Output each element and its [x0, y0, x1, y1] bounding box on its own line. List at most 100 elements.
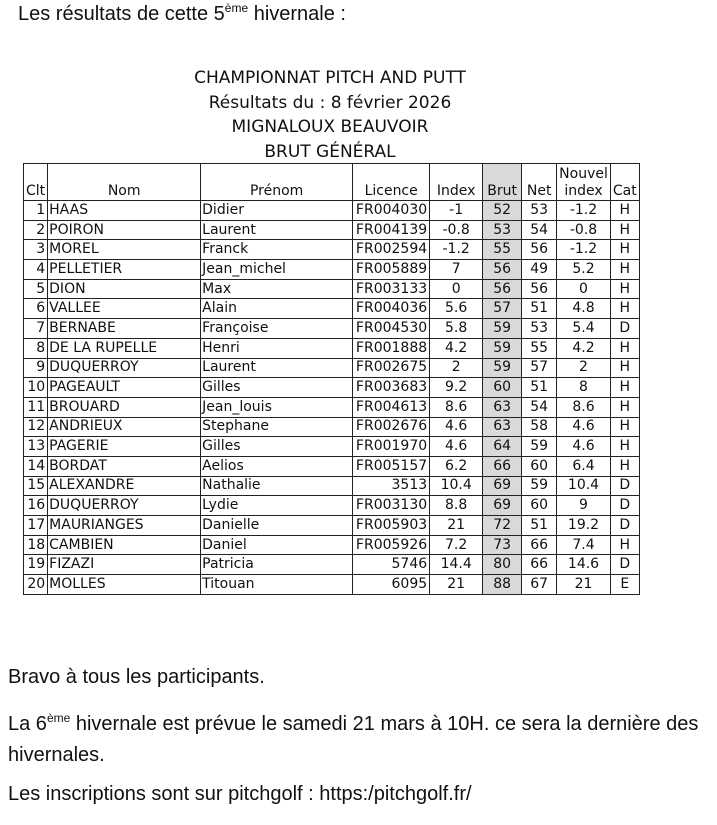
- signup: Les inscriptions sont sur pitchgolf : ht…: [8, 783, 472, 805]
- cell: 12: [22, 416, 49, 438]
- column-header: Index: [429, 163, 484, 201]
- cell: 58: [521, 416, 558, 438]
- cell: MOREL: [47, 239, 202, 261]
- cell: H: [609, 200, 640, 221]
- cell: 2: [22, 219, 49, 241]
- cell: 51: [521, 377, 558, 398]
- cell: H: [609, 337, 640, 359]
- table-row: 3 MOREL Franck FR002594 -1.2 55 56 -1.2 H: [22, 239, 640, 261]
- cell: H: [609, 396, 640, 418]
- header-line: BRUT GÉNÉRAL: [264, 141, 396, 162]
- cell: 60: [521, 495, 558, 516]
- column-header: Nom: [47, 163, 202, 201]
- superscript: ème: [46, 711, 71, 725]
- cell: 6: [22, 298, 49, 320]
- cell: 14.4: [429, 554, 484, 576]
- cell: 60: [521, 455, 558, 477]
- cell: 59: [482, 318, 523, 339]
- cell: PELLETIER: [47, 259, 202, 280]
- cell: 56: [482, 259, 523, 280]
- cell: 56: [521, 239, 558, 261]
- cell: Gilles: [200, 377, 354, 398]
- cell: Nathalie: [200, 475, 354, 497]
- cell: 57: [482, 298, 523, 320]
- cell: 4.6: [429, 416, 484, 438]
- cell: 20: [22, 574, 49, 595]
- cell: 19.2: [556, 515, 611, 536]
- cell: 56: [521, 278, 558, 300]
- cell: -1.2: [429, 239, 484, 261]
- table-header: CHAMPIONNAT PITCH AND PUTT Résultats du :…: [130, 66, 530, 164]
- cell: 63: [482, 416, 523, 438]
- cell: 52: [482, 200, 523, 221]
- cell: 51: [521, 515, 558, 536]
- cell: FR004530: [352, 318, 431, 339]
- cell: H: [609, 357, 640, 379]
- cell: 6.4: [556, 455, 611, 477]
- cell: FR003683: [352, 377, 431, 398]
- cell: FR005157: [352, 455, 431, 477]
- header-line: Résultats du : 8 février 2026: [208, 92, 452, 113]
- cell: Laurent: [200, 357, 354, 379]
- cell: Didier: [200, 200, 354, 221]
- cell: 17: [22, 515, 49, 536]
- cell: 66: [521, 554, 558, 576]
- cell: 57: [521, 357, 558, 379]
- cell: 5746: [352, 554, 431, 576]
- cell: 8: [556, 377, 611, 398]
- cell: E: [609, 574, 640, 595]
- cell: Stephane: [200, 416, 354, 438]
- cell: 14.6: [556, 554, 611, 576]
- cell: Patricia: [200, 554, 354, 576]
- cell: Françoise: [200, 318, 354, 339]
- cell: H: [609, 278, 640, 300]
- cell: 7: [22, 318, 49, 339]
- cell: 80: [482, 554, 523, 576]
- cell: FR005889: [352, 259, 431, 280]
- cell: 5.6: [429, 298, 484, 320]
- column-header: Licence: [352, 163, 431, 201]
- cell: 0: [429, 278, 484, 300]
- cell: 5.4: [556, 318, 611, 339]
- table-row: 7 BERNABE Françoise FR004530 5.8 59 53 5.4 D: [22, 318, 640, 339]
- table-row: 8 DE LA RUPELLE Henri FR001888 4.2 59 55 4.2 H: [22, 337, 640, 359]
- cell: 21: [429, 574, 484, 595]
- cell: Franck: [200, 239, 354, 261]
- cell: PAGEAULT: [47, 377, 202, 398]
- cell: Laurent: [200, 219, 354, 241]
- cell: Max: [200, 278, 354, 300]
- cell: 59: [521, 475, 558, 497]
- cell: 4.2: [429, 337, 484, 359]
- cell: D: [609, 495, 640, 516]
- cell: 59: [482, 357, 523, 379]
- cell: 0: [556, 278, 611, 300]
- cell: 8: [22, 337, 49, 359]
- cell: D: [609, 318, 640, 339]
- column-header: Net: [521, 163, 558, 201]
- cell: H: [609, 219, 640, 241]
- table-row: 14 BORDAT Aelios FR005157 6.2 66 60 6.4 H: [22, 455, 640, 477]
- cell: 2: [556, 357, 611, 379]
- cell: 1: [22, 200, 49, 221]
- table-row: 2 POIRON Laurent FR004139 -0.8 53 54 -0.8 H: [22, 219, 640, 241]
- cell: 51: [521, 298, 558, 320]
- cell: 6095: [352, 574, 431, 595]
- table-row: 10 PAGEAULT Gilles FR003683 9.2 60 51 8 H: [22, 377, 640, 398]
- cell: 53: [521, 318, 558, 339]
- cell: DION: [47, 278, 202, 300]
- cell: Jean_louis: [200, 396, 354, 418]
- cell: H: [609, 259, 640, 280]
- cell: POIRON: [47, 219, 202, 241]
- superscript: ème: [224, 1, 249, 15]
- cell: FR004030: [352, 200, 431, 221]
- table-row: 1 HAAS Didier FR004030 -1 52 53 -1.2 H: [22, 200, 640, 221]
- cell: 55: [482, 239, 523, 261]
- table-row: 19 FIZAZI Patricia 5746 14.4 80 66 14.6 D: [22, 554, 640, 576]
- cell: Henri: [200, 337, 354, 359]
- cell: DUQUERROY: [47, 495, 202, 516]
- cell: FR002594: [352, 239, 431, 261]
- cell: 8.6: [556, 396, 611, 418]
- cell: Titouan: [200, 574, 354, 595]
- cell: 7: [429, 259, 484, 280]
